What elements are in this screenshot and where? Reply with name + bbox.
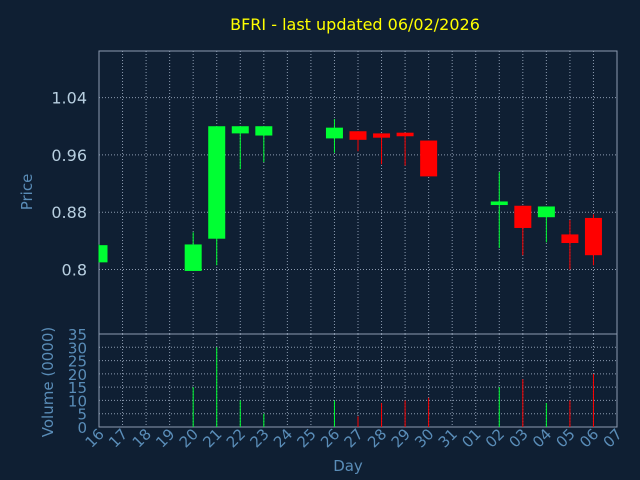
x-tick-label: 26 <box>317 425 343 451</box>
volume-tick-label: 15 <box>68 379 87 397</box>
candle <box>349 131 367 152</box>
candle-body <box>584 217 602 256</box>
volume-tick-label: 30 <box>68 339 87 357</box>
candle-body <box>396 132 414 137</box>
price-tick-label: 0.88 <box>51 203 87 222</box>
candle <box>98 244 108 263</box>
volume-axis-label: Volume (0000) <box>39 327 57 437</box>
candle-body <box>208 126 226 239</box>
candle <box>184 232 202 271</box>
price-tick-label: 0.96 <box>51 146 87 165</box>
price-panel: 1.04 0.96 0.88 0.8 <box>51 50 618 335</box>
candle <box>231 126 249 170</box>
chart-title: BFRI - last updated 06/02/2026 <box>230 15 480 34</box>
price-axis-label: Price <box>18 174 36 211</box>
candle <box>514 205 532 256</box>
x-tick-label: 18 <box>129 425 155 451</box>
x-axis: 1617181920212223242526272829303101020304… <box>82 425 626 451</box>
candle <box>255 126 273 163</box>
x-axis-label: Day <box>333 457 363 475</box>
candle-body <box>373 133 391 138</box>
volume-tick-label: 10 <box>68 392 87 410</box>
x-tick-label: 22 <box>223 425 249 451</box>
price-tick-label: 1.04 <box>51 89 87 108</box>
candle-body <box>231 126 249 134</box>
candle <box>208 126 226 266</box>
x-tick-label: 27 <box>341 425 367 451</box>
price-tick-label: 0.8 <box>62 261 87 280</box>
candle <box>373 133 391 165</box>
x-tick-label: 06 <box>576 425 602 451</box>
x-tick-label: 23 <box>246 425 272 451</box>
candle <box>325 119 343 153</box>
x-tick-label: 31 <box>435 425 461 451</box>
candle-body <box>537 206 555 218</box>
x-tick-label: 28 <box>364 425 390 451</box>
x-tick-label: 29 <box>388 425 414 451</box>
candle-body <box>490 201 508 206</box>
candle <box>584 214 602 266</box>
x-tick-label: 24 <box>270 425 296 451</box>
candle-body <box>325 127 343 139</box>
candle <box>537 206 555 243</box>
volume-frame <box>98 333 618 428</box>
x-tick-label: 04 <box>529 425 555 451</box>
candle-body <box>99 245 108 263</box>
x-tick-label: 17 <box>105 425 131 451</box>
x-tick-label: 20 <box>176 425 202 451</box>
x-tick-label: 25 <box>294 425 320 451</box>
x-tick-label: 30 <box>411 425 437 451</box>
x-tick-label: 03 <box>505 425 531 451</box>
candle-body <box>349 131 367 140</box>
candle <box>396 132 414 166</box>
candle-body <box>184 244 202 271</box>
candle-body <box>420 140 438 177</box>
candle-body <box>514 205 532 228</box>
x-tick-label: 07 <box>600 425 626 451</box>
x-tick-label: 02 <box>482 425 508 451</box>
volume-tick-label: 25 <box>68 353 87 371</box>
volume-tick-label: 20 <box>68 366 87 384</box>
candle-body <box>561 234 579 244</box>
x-tick-label: 01 <box>458 425 484 451</box>
candle <box>490 172 508 249</box>
candle <box>561 220 579 270</box>
volume-tick-label: 5 <box>77 406 87 424</box>
x-tick-label: 05 <box>553 425 579 451</box>
volume-tick-label: 0 <box>77 419 87 437</box>
x-tick-label: 19 <box>152 425 178 451</box>
x-tick-label: 21 <box>199 425 225 451</box>
candle-body <box>255 126 273 136</box>
candle <box>420 140 438 177</box>
volume-tick-label: 35 <box>68 326 87 344</box>
